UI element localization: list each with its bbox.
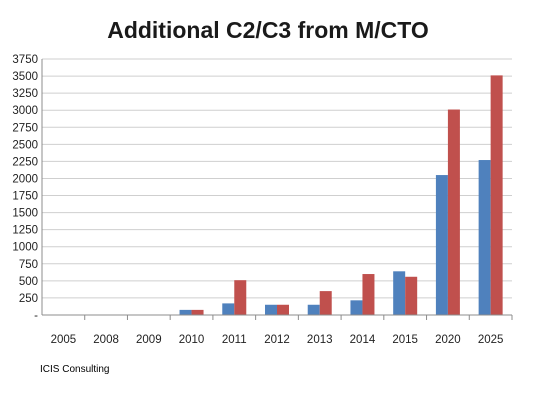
bar-red (490, 75, 503, 315)
bars (179, 75, 503, 315)
y-tick-label: 1000 (12, 242, 38, 254)
y-tick-label: 750 (19, 259, 38, 271)
source-note: ICIS Consulting (40, 364, 110, 375)
bar-red (447, 109, 460, 315)
x-tick-label: 2011 (222, 334, 247, 346)
y-tick-labels: - 250 500 750 1000 1250 1500 1750 2000 2250 2500 27… (12, 54, 38, 322)
bar-blue (307, 304, 320, 315)
y-tick-label: 2250 (12, 156, 38, 168)
bar-red (405, 276, 418, 315)
x-tick-label: 2009 (136, 334, 162, 346)
x-tick-label: 2020 (435, 334, 461, 346)
x-tick-label: 2015 (392, 334, 418, 346)
x-tick-label: 2008 (93, 334, 119, 346)
y-tick-label: 1250 (12, 225, 38, 237)
y-tick-label: 3000 (12, 105, 38, 117)
chart-title: Additional C2/C3 from M/CTO (107, 17, 429, 43)
y-tick-label: 250 (19, 293, 38, 305)
y-tick-label: 2500 (12, 139, 38, 151)
x-tick-label: 2005 (51, 334, 77, 346)
x-tick-labels: 2005 2008 2009 2010 2011 2012 2013 2014 2015 2020… (51, 334, 504, 346)
bar-blue (478, 160, 491, 315)
y-tick-label: 3500 (12, 71, 38, 83)
x-tick-label: 2025 (478, 334, 504, 346)
bar-red (319, 291, 332, 315)
y-tick-label: - (34, 310, 38, 322)
y-tick-label: 3750 (12, 54, 38, 66)
bar-red (234, 280, 247, 315)
bar-red (362, 274, 375, 315)
bar-blue (393, 271, 406, 315)
bar-blue (435, 175, 448, 315)
x-tick-label: 2014 (350, 334, 376, 346)
x-tick-label: 2010 (179, 334, 205, 346)
bar-red (191, 309, 204, 315)
bar-blue (222, 303, 235, 315)
x-tick-label: 2013 (307, 334, 333, 346)
bar-blue (179, 309, 192, 315)
y-tick-label: 1500 (12, 208, 38, 220)
bar-blue (350, 300, 363, 315)
gridlines (42, 58, 512, 299)
bar-red (277, 304, 289, 315)
y-tick-label: 2750 (12, 122, 38, 134)
axes (41, 59, 513, 320)
y-tick-label: 3250 (12, 88, 38, 100)
y-tick-label: 500 (19, 276, 38, 288)
y-tick-label: 1750 (12, 191, 38, 203)
y-tick-label: 2000 (12, 173, 38, 185)
bar-blue (265, 304, 277, 315)
x-tick-label: 2012 (264, 334, 290, 346)
